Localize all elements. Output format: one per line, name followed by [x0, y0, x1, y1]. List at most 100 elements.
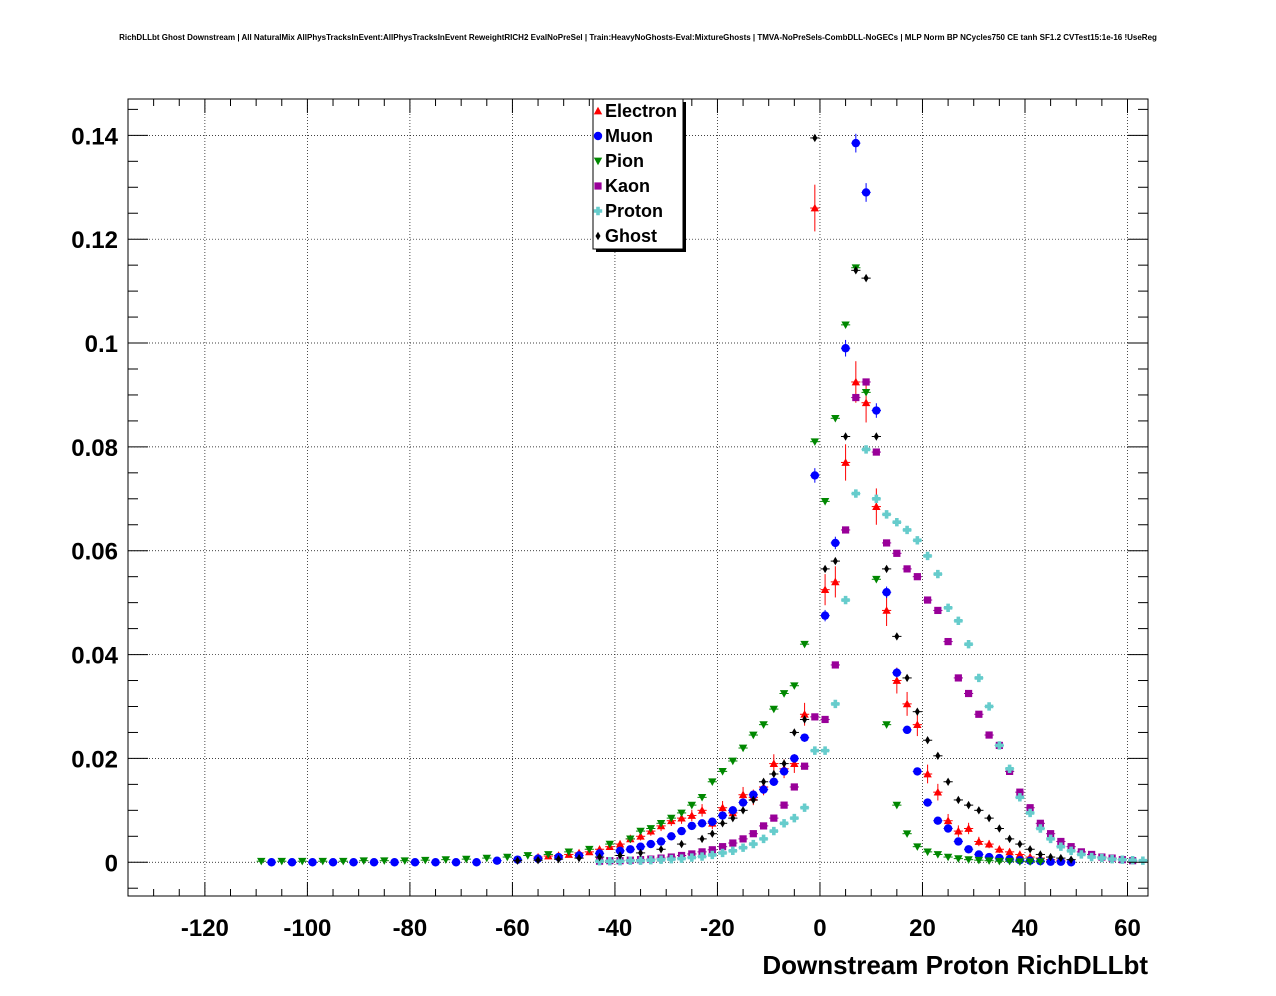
x-axis-title: Downstream Proton RichDLLbt	[762, 950, 1148, 980]
data-point	[1005, 847, 1014, 856]
data-point	[902, 725, 912, 735]
data-point	[697, 793, 707, 802]
data-point	[677, 809, 686, 818]
y-tick-label: 0.04	[71, 643, 118, 670]
data-point	[882, 539, 891, 547]
data-point	[770, 814, 778, 822]
data-point	[790, 759, 799, 767]
y-tick-label: 0.1	[85, 331, 118, 358]
series-muon	[266, 133, 1076, 867]
data-point	[759, 822, 768, 830]
data-point	[658, 845, 664, 854]
data-point	[646, 839, 656, 849]
data-point	[984, 702, 994, 711]
data-point	[779, 819, 789, 828]
data-point	[893, 549, 901, 557]
data-point	[730, 813, 736, 823]
data-point	[1025, 858, 1035, 866]
data-point	[636, 842, 645, 851]
data-point	[925, 736, 931, 745]
data-point	[679, 839, 685, 849]
data-point	[1027, 845, 1033, 854]
data-point	[699, 834, 705, 844]
data-point	[1015, 850, 1025, 858]
data-point	[861, 188, 871, 197]
data-point	[872, 494, 881, 503]
legend-label-ghost: Ghost	[605, 226, 657, 246]
data-point	[1138, 856, 1148, 865]
data-point	[882, 588, 891, 597]
data-point	[882, 510, 891, 519]
data-point	[729, 839, 737, 847]
data-point	[974, 837, 984, 845]
data-point	[626, 856, 635, 865]
data-point	[759, 834, 768, 844]
data-point	[677, 813, 686, 822]
data-point	[943, 853, 953, 862]
data-point	[954, 616, 963, 626]
data-point	[1016, 788, 1024, 796]
data-point	[872, 575, 881, 584]
legend-marker-pion	[593, 157, 603, 166]
data-point	[810, 203, 820, 212]
data-point	[995, 845, 1004, 853]
data-point	[976, 806, 982, 815]
data-point	[708, 846, 716, 854]
data-point	[933, 787, 943, 796]
data-point	[667, 832, 676, 841]
data-point	[831, 414, 840, 423]
data-point	[913, 720, 922, 729]
data-point	[913, 573, 921, 581]
data-point	[267, 858, 276, 867]
data-point	[923, 848, 932, 857]
data-point	[913, 843, 922, 851]
data-point	[984, 839, 994, 848]
data-point	[975, 710, 983, 718]
data-point	[718, 811, 727, 820]
data-point	[1005, 764, 1014, 773]
data-point	[697, 852, 707, 861]
data-point	[933, 569, 943, 579]
data-point	[1068, 855, 1074, 864]
data-point	[820, 585, 830, 594]
legend-label-muon: Muon	[605, 126, 653, 146]
data-point	[873, 432, 879, 441]
data-point	[923, 596, 932, 604]
data-point	[308, 858, 317, 867]
data-point	[862, 378, 870, 386]
data-point	[882, 606, 891, 614]
x-tick-label: -40	[598, 915, 633, 942]
data-point	[339, 857, 348, 866]
data-point	[861, 388, 871, 397]
data-point	[1077, 850, 1086, 859]
data-point	[626, 835, 635, 844]
data-point	[646, 825, 656, 833]
data-point	[964, 639, 973, 649]
data-point	[1128, 855, 1137, 865]
data-point	[1107, 854, 1117, 864]
data-point	[892, 517, 902, 527]
data-point	[597, 852, 603, 862]
data-point	[359, 857, 368, 865]
data-point	[1056, 842, 1066, 851]
x-tick-label: -20	[700, 915, 735, 942]
data-point	[617, 851, 623, 860]
data-point	[964, 845, 973, 854]
data-point	[749, 790, 758, 799]
data-point	[677, 826, 686, 836]
data-point	[902, 525, 912, 535]
data-point	[810, 746, 820, 755]
data-point	[728, 806, 738, 815]
data-point	[934, 606, 942, 615]
data-point	[656, 819, 666, 828]
data-point	[841, 344, 850, 353]
data-point	[964, 824, 973, 832]
data-point	[933, 851, 943, 859]
series-layer	[256, 133, 1148, 867]
x-tick-label: -60	[495, 915, 530, 942]
data-point	[965, 689, 973, 698]
data-point	[739, 835, 747, 843]
x-tick-label: -80	[393, 915, 428, 942]
data-point	[790, 682, 799, 690]
data-point	[780, 801, 788, 809]
